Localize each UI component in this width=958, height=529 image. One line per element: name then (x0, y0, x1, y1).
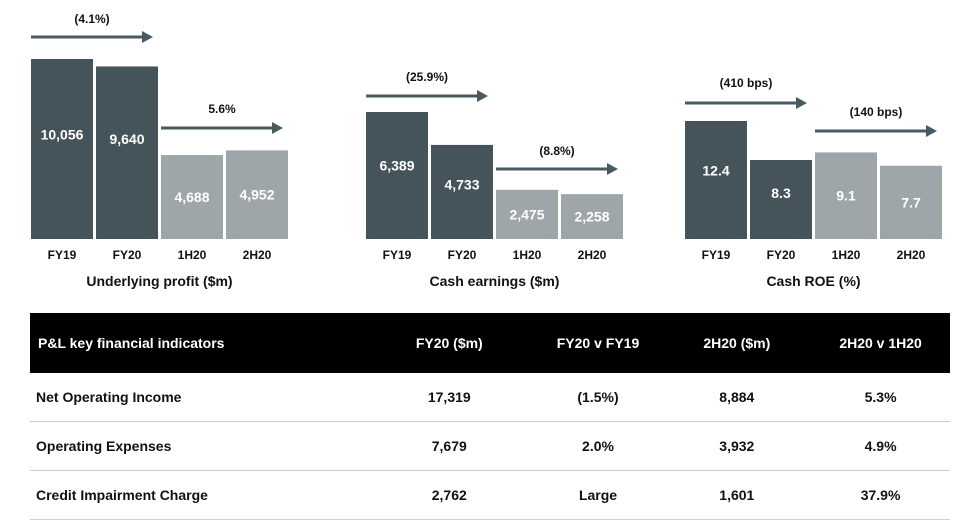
column-header: 2H20 ($m) (662, 313, 812, 373)
bar (685, 121, 747, 239)
tick-label: FY19 (702, 248, 731, 262)
table-cell: (1.5%) (533, 373, 663, 422)
data-label: 10,056 (41, 127, 84, 143)
bar (366, 112, 428, 239)
data-label: 9.1 (836, 188, 856, 204)
change-label: (4.1%) (74, 12, 109, 26)
data-label: 4,688 (174, 189, 209, 205)
chart-title: Cash ROE (%) (766, 273, 860, 289)
arrow-head (272, 122, 283, 134)
table-cell: 2,762 (365, 470, 534, 520)
data-label: 6,389 (379, 157, 414, 173)
bar (880, 165, 942, 239)
table-cell: 17,319 (365, 373, 534, 422)
table-row: Credit Impairment Charge 2,762 Large 1,6… (30, 470, 950, 520)
table-row: Operating Expenses 7,679 2.0% 3,932 4.9% (30, 421, 950, 471)
tick-label: 1H20 (513, 248, 542, 262)
data-label: 2,475 (509, 206, 544, 222)
column-header: FY20 v FY19 (533, 313, 663, 373)
tick-label: FY20 (767, 248, 796, 262)
change-label: 5.6% (208, 102, 236, 116)
data-label: 7.7 (901, 194, 921, 210)
bar (815, 152, 877, 239)
data-label: 2,258 (574, 209, 609, 225)
chart-title: Cash earnings ($m) (430, 273, 560, 289)
tick-label: 1H20 (832, 248, 861, 262)
row-label: Credit Impairment Charge (30, 470, 366, 520)
row-label: Operating Expenses (30, 421, 366, 471)
column-header: 2H20 v 1H20 (811, 313, 950, 373)
bar (431, 144, 493, 239)
column-header: P&L key financial indicators (30, 313, 366, 373)
tick-label: 1H20 (178, 248, 207, 262)
pl-indicators-table: P&L key financial indicators FY20 ($m) F… (30, 313, 950, 520)
data-label: 12.4 (702, 163, 729, 179)
table-cell: 3,932 (662, 421, 812, 471)
table-cell: 7,679 (365, 421, 534, 471)
tick-label: 2H20 (897, 248, 926, 262)
table-row: Net Operating Income 17,319 (1.5%) 8,884… (30, 373, 950, 422)
chart-title: Underlying profit ($m) (86, 273, 232, 289)
change-label: (140 bps) (850, 105, 903, 119)
data-label: 9,640 (109, 131, 144, 147)
change-label: (8.8%) (539, 144, 574, 158)
table-cell: 37.9% (811, 470, 950, 520)
tick-label: FY20 (113, 248, 142, 262)
bar (561, 194, 623, 239)
bar (96, 66, 158, 239)
table-cell: 8,884 (662, 373, 812, 422)
bar (750, 160, 812, 239)
arrow-head (142, 31, 153, 43)
table-cell: 4.9% (811, 421, 950, 471)
data-label: 4,952 (239, 187, 274, 203)
arrow-head (796, 97, 807, 109)
table-cell: 1,601 (662, 470, 812, 520)
tick-label: 2H20 (243, 248, 272, 262)
row-label: Net Operating Income (30, 373, 366, 422)
column-header: FY20 ($m) (365, 313, 534, 373)
table-header-row: P&L key financial indicators FY20 ($m) F… (30, 313, 950, 373)
table-cell: 2.0% (533, 421, 663, 471)
arrow-head (477, 90, 488, 102)
data-label: 4,733 (444, 176, 479, 192)
data-label: 8.3 (771, 185, 791, 201)
bar (161, 155, 223, 239)
bar (496, 189, 558, 239)
tick-label: FY19 (383, 248, 412, 262)
change-label: (410 bps) (720, 76, 773, 90)
tick-label: FY19 (48, 248, 77, 262)
charts-area: 10,056 FY19 9,640 FY20 4,688 1H20 4,952 2H20 Und… (31, 12, 942, 289)
tick-label: 2H20 (578, 248, 607, 262)
table-cell: Large (533, 470, 663, 520)
bar (31, 59, 93, 239)
table-cell: 5.3% (811, 373, 950, 422)
arrow-head (926, 125, 937, 137)
tick-label: FY20 (448, 248, 477, 262)
change-label: (25.9%) (406, 70, 448, 84)
bar (226, 150, 288, 239)
arrow-head (607, 163, 618, 175)
